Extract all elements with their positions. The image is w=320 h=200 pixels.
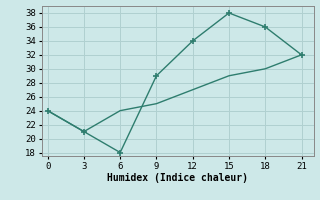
- X-axis label: Humidex (Indice chaleur): Humidex (Indice chaleur): [107, 173, 248, 183]
